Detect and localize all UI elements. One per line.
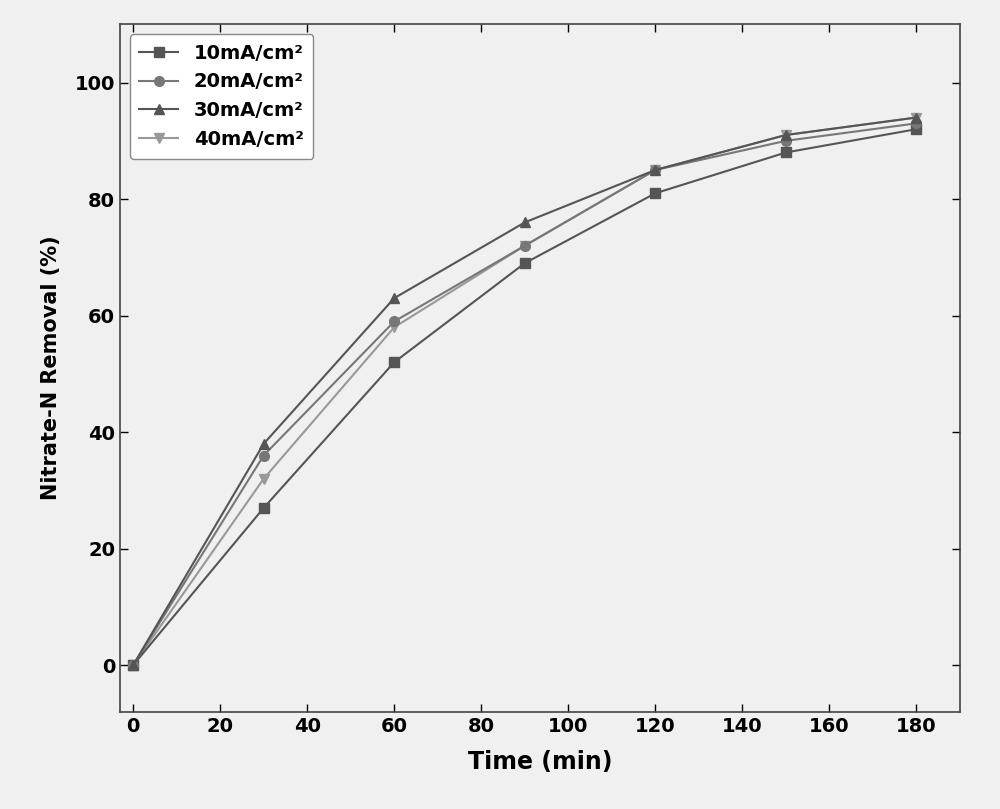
20mA/cm² xyxy=(258,451,270,460)
20mA/cm² xyxy=(388,316,400,326)
40mA/cm² xyxy=(910,112,922,122)
Line: 20mA/cm²: 20mA/cm² xyxy=(128,118,921,670)
Y-axis label: Nitrate-N Removal (%): Nitrate-N Removal (%) xyxy=(41,235,61,501)
30mA/cm² xyxy=(910,112,922,122)
40mA/cm² xyxy=(258,474,270,484)
30mA/cm² xyxy=(780,130,792,140)
Line: 30mA/cm²: 30mA/cm² xyxy=(128,112,921,670)
40mA/cm² xyxy=(388,323,400,332)
40mA/cm² xyxy=(649,165,661,175)
30mA/cm² xyxy=(258,439,270,449)
20mA/cm² xyxy=(127,660,139,670)
10mA/cm² xyxy=(127,660,139,670)
30mA/cm² xyxy=(127,660,139,670)
10mA/cm² xyxy=(519,258,531,268)
20mA/cm² xyxy=(910,118,922,128)
40mA/cm² xyxy=(519,241,531,251)
10mA/cm² xyxy=(649,188,661,198)
Legend: 10mA/cm², 20mA/cm², 30mA/cm², 40mA/cm²: 10mA/cm², 20mA/cm², 30mA/cm², 40mA/cm² xyxy=(130,34,313,159)
10mA/cm² xyxy=(258,503,270,513)
30mA/cm² xyxy=(649,165,661,175)
20mA/cm² xyxy=(649,165,661,175)
10mA/cm² xyxy=(910,125,922,134)
Line: 40mA/cm²: 40mA/cm² xyxy=(128,112,921,670)
10mA/cm² xyxy=(780,147,792,157)
30mA/cm² xyxy=(388,294,400,303)
10mA/cm² xyxy=(388,358,400,367)
20mA/cm² xyxy=(780,136,792,146)
30mA/cm² xyxy=(519,218,531,227)
Line: 10mA/cm²: 10mA/cm² xyxy=(128,125,921,670)
X-axis label: Time (min): Time (min) xyxy=(468,750,612,773)
40mA/cm² xyxy=(127,660,139,670)
40mA/cm² xyxy=(780,130,792,140)
20mA/cm² xyxy=(519,241,531,251)
